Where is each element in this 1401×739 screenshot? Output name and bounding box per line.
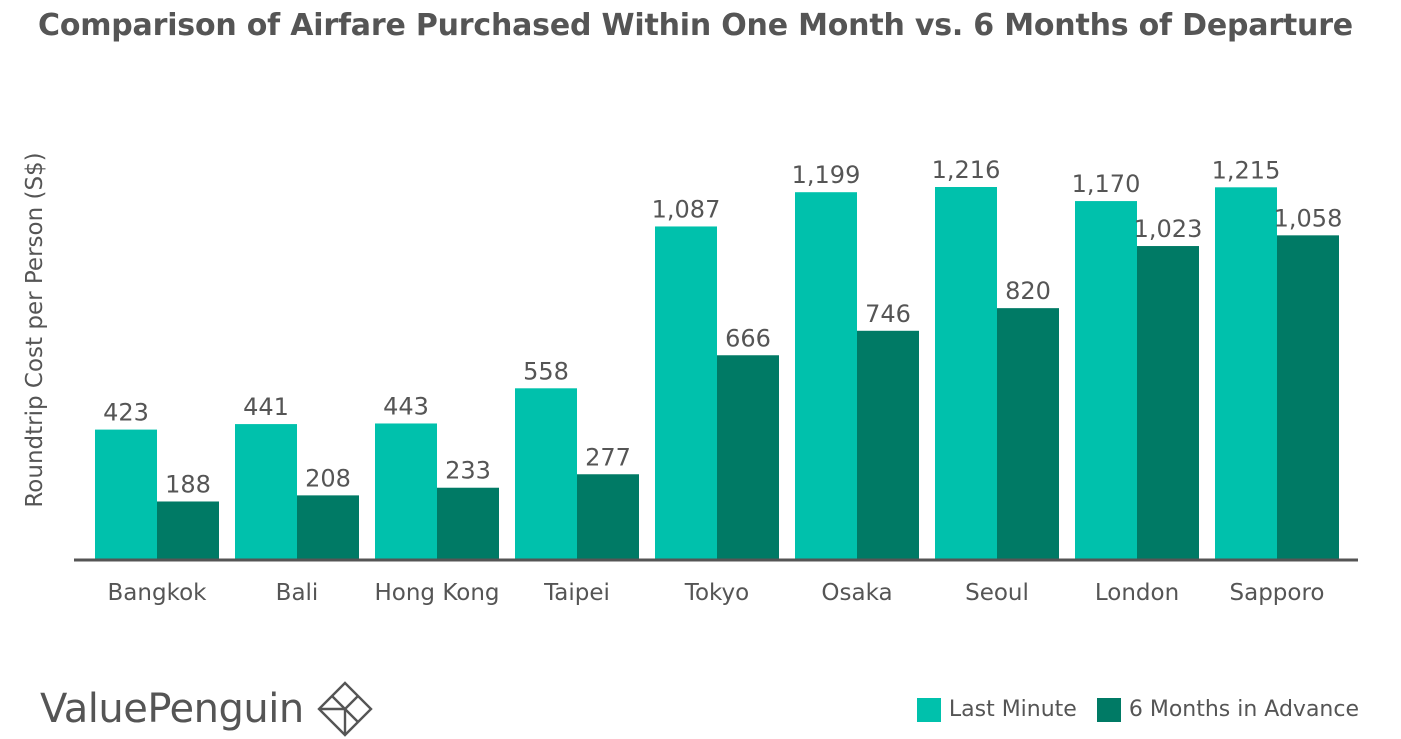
data-label: 208 <box>305 464 351 492</box>
bar-sapporo-advance <box>1277 235 1339 560</box>
value-labels-group: 423 188 441 208 443 233 558 277 1,087 666 1,199 746… <box>103 156 1342 498</box>
legend-swatch-advance <box>1096 697 1121 722</box>
diamond-logo-icon <box>317 681 373 737</box>
bar-tokyo-last-minute <box>655 226 717 560</box>
data-label: 277 <box>585 443 631 471</box>
data-label: 188 <box>165 470 211 498</box>
x-tick-label: Tokyo <box>684 580 749 606</box>
legend-item-last-minute: Last Minute <box>916 697 1077 722</box>
bar-seoul-advance <box>997 308 1059 559</box>
x-tick-label: Bangkok <box>108 580 208 606</box>
bar-chart: Roundtrip Cost per Person (S$) 423 188 441… <box>22 152 1358 606</box>
chart-title: Comparison of Airfare Purchased Within O… <box>38 8 1353 43</box>
brand-name: ValuePenguin <box>40 686 304 732</box>
bar-sapporo-last-minute <box>1215 187 1277 560</box>
x-tick-label: Seoul <box>965 580 1029 606</box>
data-label: 1,216 <box>932 156 1001 184</box>
x-tick-labels-group: Bangkok Bali Hong Kong Taipei Tokyo Osaka Seou… <box>108 580 1325 606</box>
legend-label-advance: 6 Months in Advance <box>1128 697 1359 722</box>
bar-taipei-last-minute <box>515 388 577 559</box>
bar-tokyo-advance <box>717 355 779 559</box>
data-label: 1,087 <box>652 195 721 223</box>
bar-bangkok-advance <box>157 501 219 559</box>
data-label: 820 <box>1005 277 1051 305</box>
x-tick-label: London <box>1095 580 1179 606</box>
legend-label-last-minute: Last Minute <box>948 697 1077 722</box>
bar-seoul-last-minute <box>935 187 997 559</box>
bar-hong-kong-advance <box>437 487 499 559</box>
data-label: 558 <box>523 357 569 385</box>
bar-bali-advance <box>297 495 359 559</box>
legend: Last Minute 6 Months in Advance <box>916 697 1359 722</box>
x-tick-label: Taipei <box>543 580 610 606</box>
y-axis-label: Roundtrip Cost per Person (S$) <box>22 152 48 507</box>
data-label: 441 <box>243 393 289 421</box>
data-label: 1,215 <box>1212 156 1281 184</box>
x-tick-label: Hong Kong <box>374 580 499 606</box>
data-label: 423 <box>103 399 149 427</box>
data-label: 1,023 <box>1134 215 1203 243</box>
data-label: 233 <box>445 457 491 485</box>
data-label: 746 <box>865 300 911 328</box>
bar-bali-last-minute <box>235 424 297 559</box>
legend-swatch-last-minute <box>916 697 941 722</box>
x-tick-label: Sapporo <box>1230 580 1325 606</box>
bar-taipei-advance <box>577 474 639 559</box>
bar-london-advance <box>1137 246 1199 559</box>
data-label: 1,170 <box>1072 170 1141 198</box>
data-label: 1,199 <box>792 161 861 189</box>
brand-mark: ValuePenguin <box>40 680 374 738</box>
data-label: 443 <box>383 392 429 420</box>
x-tick-label: Bali <box>276 580 319 606</box>
data-label: 666 <box>725 324 771 352</box>
bar-hong-kong-last-minute <box>375 423 437 559</box>
y-axis-label-group: Roundtrip Cost per Person (S$) <box>22 152 48 507</box>
bar-bangkok-last-minute <box>95 429 157 559</box>
bars-group <box>95 187 1339 560</box>
bar-london-last-minute <box>1075 201 1137 559</box>
x-tick-label: Osaka <box>821 580 892 606</box>
bar-osaka-advance <box>857 330 919 559</box>
data-label: 1,058 <box>1274 204 1343 232</box>
legend-item-advance: 6 Months in Advance <box>1096 697 1359 722</box>
bar-osaka-last-minute <box>795 192 857 559</box>
